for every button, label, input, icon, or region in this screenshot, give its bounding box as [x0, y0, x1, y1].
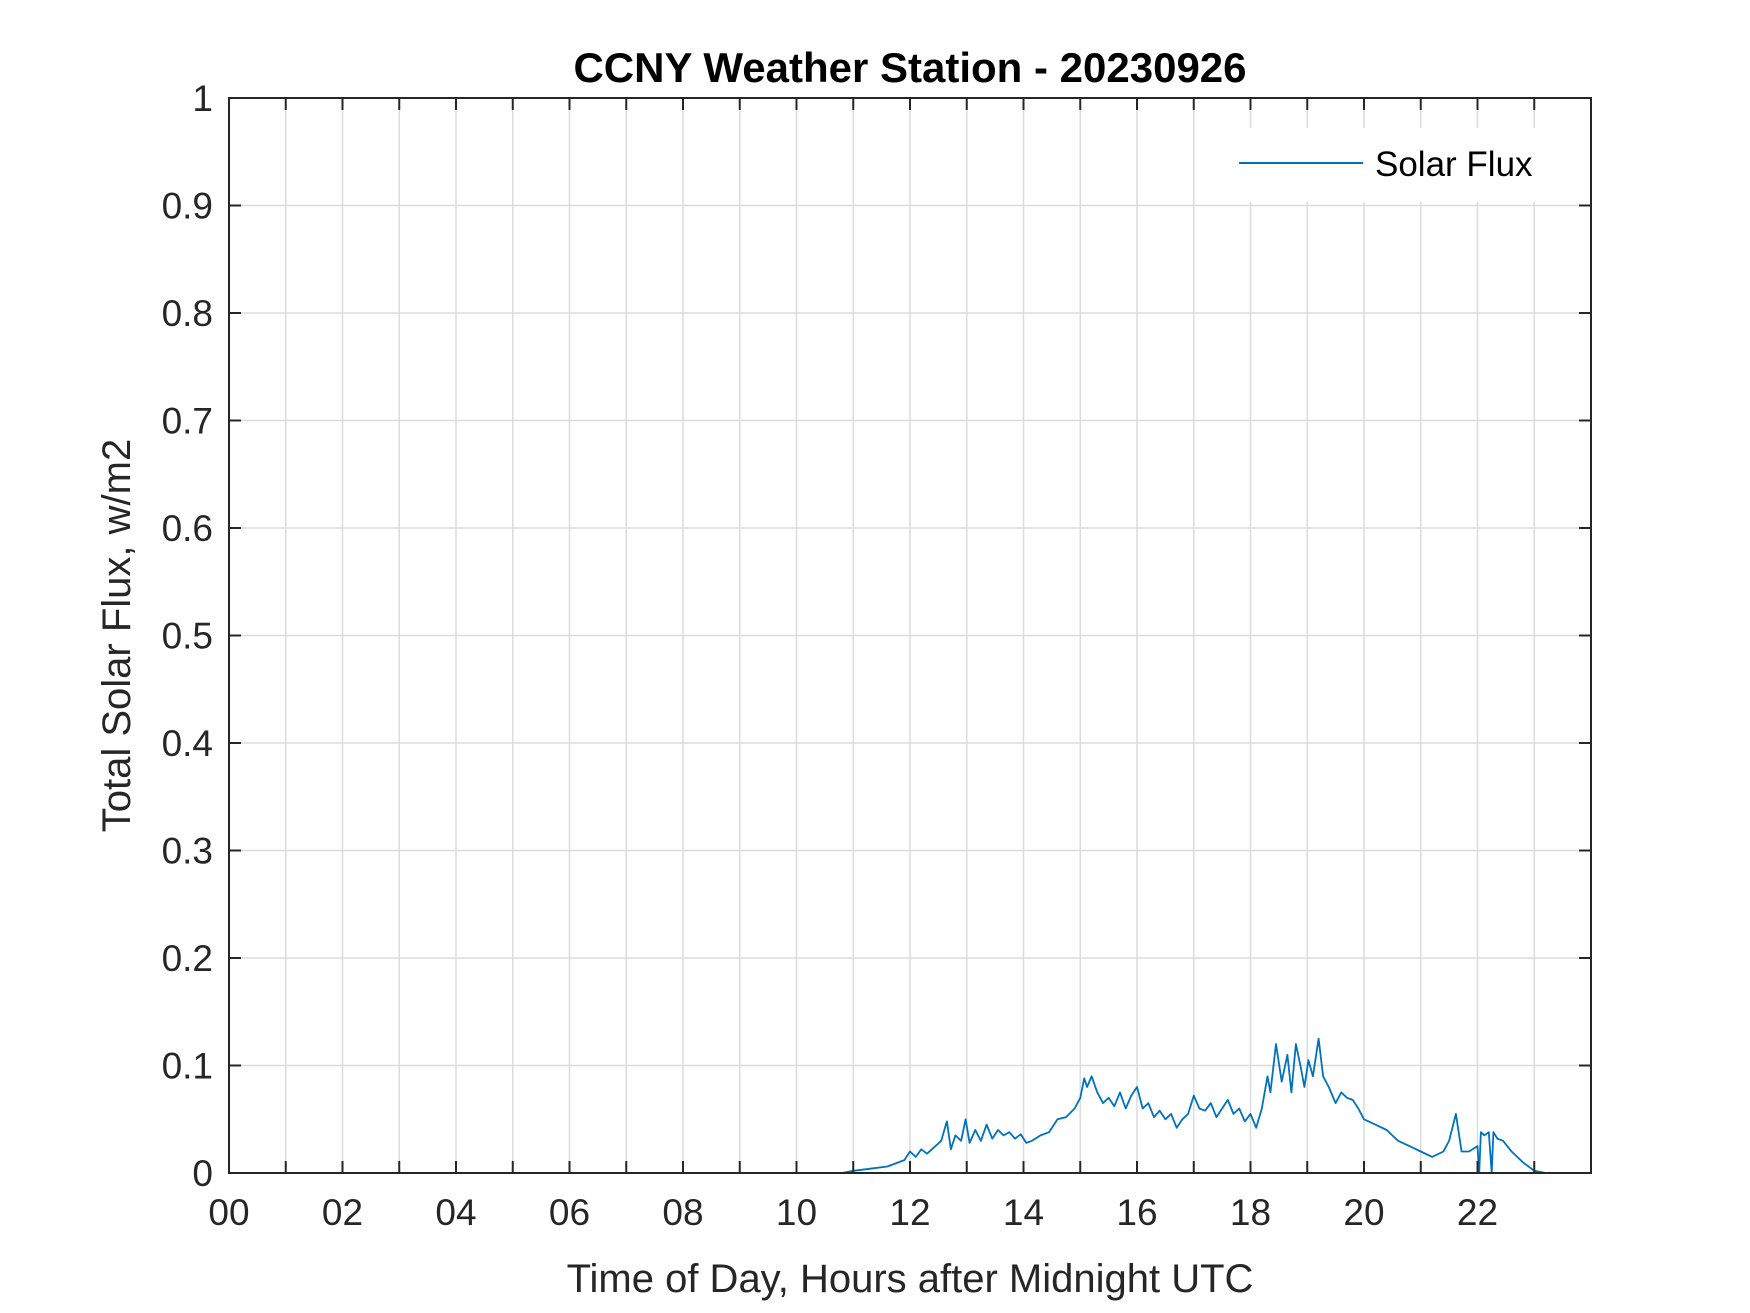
x-tick-label: 12 [889, 1192, 930, 1233]
x-tick-label: 20 [1343, 1192, 1384, 1233]
y-tick-label: 0.7 [162, 401, 213, 442]
tick-layer: 0 0.1 0.2 0.3 0.4 0.5 0.6 0.7 0.8 0.9 1 00 02 04 06 08 1… [162, 78, 1591, 1233]
series-layer [229, 1037, 1591, 1174]
x-tick-label: 04 [435, 1192, 476, 1233]
legend-label-solar-flux: Solar Flux [1375, 145, 1533, 184]
y-tick-label: 0.3 [162, 831, 213, 872]
y-tick-label: 0.2 [162, 938, 213, 979]
x-axis-label: Time of Day, Hours after Midnight UTC [567, 1257, 1254, 1301]
x-tick-label: 00 [208, 1192, 249, 1233]
x-tick-label: 06 [549, 1192, 590, 1233]
y-tick-label: 0.1 [162, 1046, 213, 1087]
y-tick-label: 0 [192, 1153, 213, 1194]
x-tick-label: 18 [1230, 1192, 1271, 1233]
x-tick-label: 02 [322, 1192, 363, 1233]
x-tick-label: 14 [1003, 1192, 1044, 1233]
x-tick-label: 10 [776, 1192, 817, 1233]
chart-title: CCNY Weather Station - 20230926 [573, 44, 1246, 91]
y-axis-label: Total Solar Flux, w/m2 [95, 439, 139, 832]
y-tick-label: 0.5 [162, 616, 213, 657]
x-tick-label: 22 [1457, 1192, 1498, 1233]
y-tick-label: 0.8 [162, 293, 213, 334]
series-line-solar-flux [229, 1037, 1591, 1174]
legend: Solar Flux [1222, 128, 1574, 202]
y-tick-label: 0.6 [162, 508, 213, 549]
x-tick-label: 16 [1116, 1192, 1157, 1233]
x-tick-label: 08 [662, 1192, 703, 1233]
legend-box [1222, 128, 1574, 202]
y-tick-label: 0.9 [162, 186, 213, 227]
y-tick-label: 0.4 [162, 723, 213, 764]
y-tick-label: 1 [192, 78, 213, 119]
grid-layer [229, 98, 1591, 1173]
